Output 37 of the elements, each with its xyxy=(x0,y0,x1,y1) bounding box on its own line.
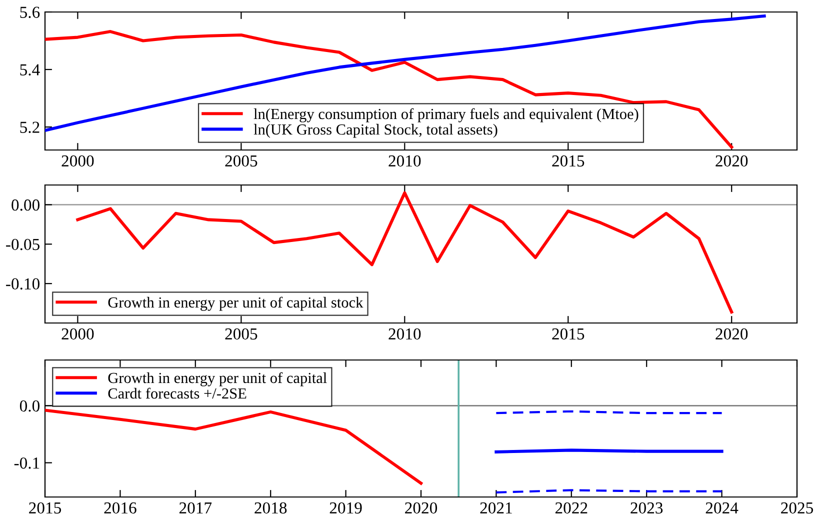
x-tick-label: 2021 xyxy=(480,502,512,514)
x-tick-label: 2025 xyxy=(781,502,814,514)
x-tick-label: 2019 xyxy=(330,502,362,514)
x-tick-label: 2005 xyxy=(225,155,258,167)
x-tick-label: 2020 xyxy=(405,502,438,514)
legend-label: Growth in energy per unit of capital stock xyxy=(108,296,364,311)
x-tick-label: 2010 xyxy=(388,328,421,340)
y-tick-label: -0.05 xyxy=(6,238,40,250)
y-tick-label: 0.00 xyxy=(12,199,40,211)
y-tick-label: -0.1 xyxy=(14,457,40,469)
line-series xyxy=(76,191,734,314)
x-tick-label: 2020 xyxy=(716,328,748,340)
x-tick-label: 2000 xyxy=(62,155,94,167)
x-tick-label: 2015 xyxy=(552,328,584,340)
x-tick-label: 2017 xyxy=(179,502,212,514)
x-tick-label: 2020 xyxy=(716,155,748,167)
y-tick-label: -0.10 xyxy=(6,278,40,290)
x-tick-label: 2023 xyxy=(630,502,663,514)
x-tick-label: 2015 xyxy=(29,502,62,514)
y-tick-label: 5.2 xyxy=(20,122,40,134)
line-series xyxy=(45,30,734,149)
y-tick-label: 0.0 xyxy=(20,400,40,412)
x-tick-label: 2024 xyxy=(706,502,738,514)
y-tick-label: 5.6 xyxy=(20,6,40,18)
line-series xyxy=(45,408,423,485)
x-tick-label: 2010 xyxy=(388,155,421,167)
legend-label: ln(Energy consumption of primary fuels and equivalent (Mtoe) xyxy=(254,108,638,122)
x-tick-label: 2018 xyxy=(254,502,287,514)
text: Growth in energy per unit of capital xyxy=(108,372,327,386)
x-tick-label: 2005 xyxy=(225,328,258,340)
x-tick-label: 2000 xyxy=(62,328,94,340)
legend-label: Cardt forecasts +/-2SE xyxy=(108,388,246,399)
legend-label: ln(UK Gross Capital Stock, total assets) xyxy=(254,124,498,138)
x-tick-label: 2015 xyxy=(552,155,584,167)
y-tick-label: 5.4 xyxy=(20,64,40,76)
x-tick-label: 2016 xyxy=(104,502,136,514)
x-tick-label: 2022 xyxy=(555,502,588,514)
